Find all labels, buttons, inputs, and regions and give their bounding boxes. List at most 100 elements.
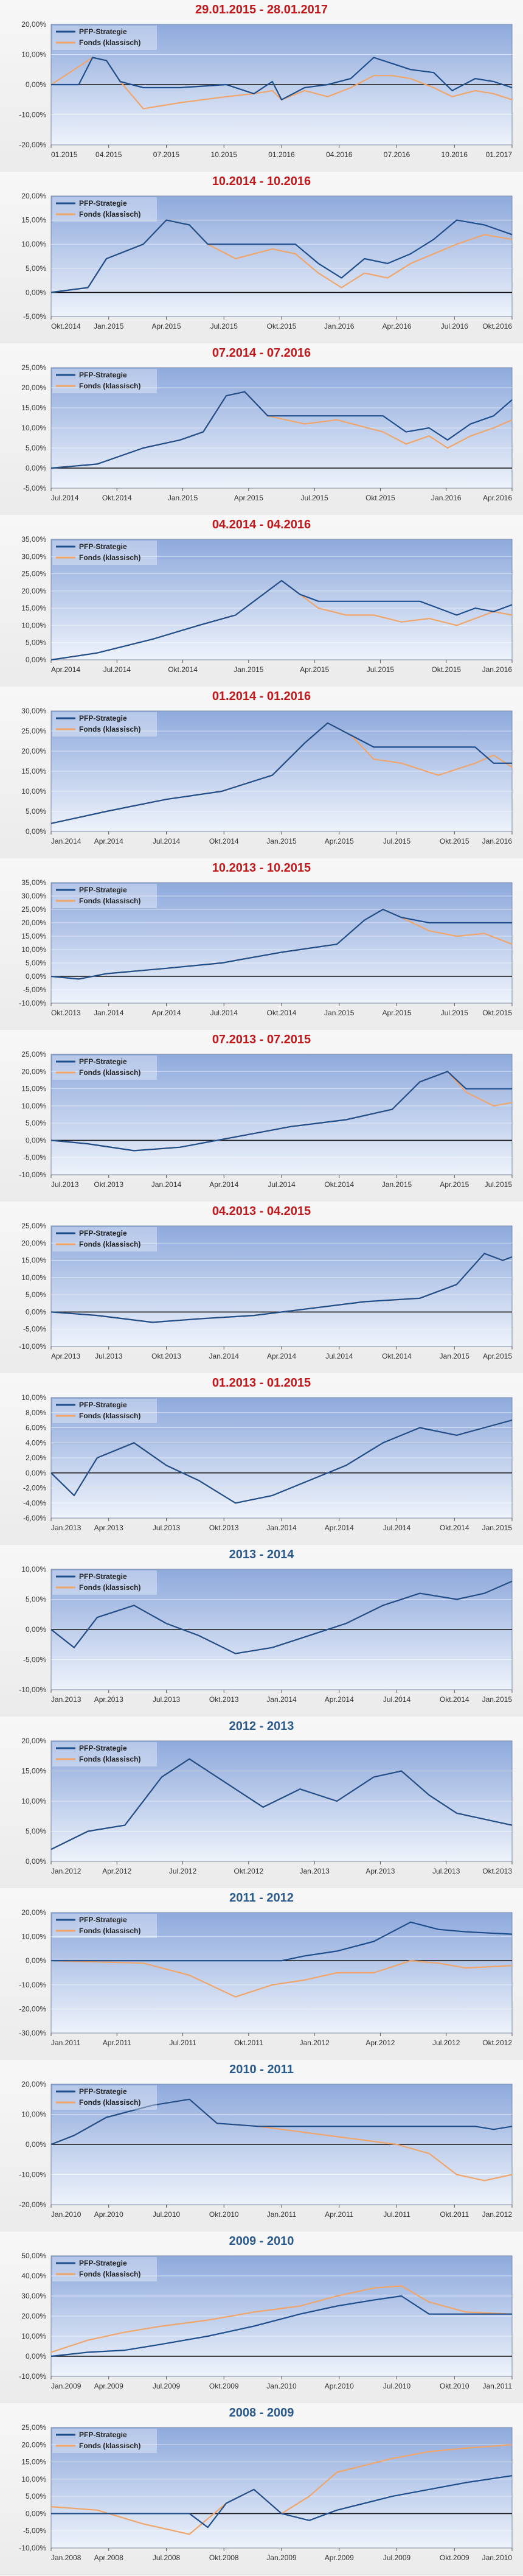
legend-label: PFP-Strategie [79, 1401, 127, 1409]
x-tick-label: Jan.2011 [51, 2039, 81, 2047]
y-tick-label: 0,00% [26, 288, 46, 296]
x-tick-label: Jul.2014 [325, 1352, 353, 1360]
y-tick-label: -5,00% [23, 1325, 46, 1334]
chart-title: 2011 - 2012 [229, 1891, 294, 1905]
y-tick-label: 20,00% [21, 192, 46, 200]
y-tick-label: 0,00% [26, 1956, 46, 1965]
legend: PFP-Strategie Fonds (klassisch) [52, 1055, 157, 1080]
chart-title: 2012 - 2013 [229, 1720, 294, 1733]
legend-box [52, 369, 157, 393]
legend-box [52, 884, 157, 908]
line-chart: -10,00% -5,00% 0,00% 5,00% 10,00% 15,00% 20,00… [19, 1222, 513, 1360]
y-tick-label: -10,00% [19, 999, 46, 1007]
y-tick-label: 25,00% [21, 2423, 46, 2432]
x-tick-label: Okt.2009 [440, 2553, 469, 2562]
x-tick-label: Jan.2016 [482, 837, 513, 845]
x-tick-label: Jul.2014 [153, 837, 181, 845]
legend-label: PFP-Strategie [79, 1572, 127, 1581]
y-tick-label: 25,00% [21, 570, 46, 578]
legend-label: Fonds (klassisch) [79, 1583, 140, 1592]
y-tick-label: 15,00% [21, 604, 46, 612]
x-tick-label: Jul.2008 [153, 2553, 181, 2562]
y-tick-label: -5,00% [23, 2527, 46, 2535]
x-tick-label: Apr.2010 [94, 2210, 123, 2219]
line-chart: 0,00% 5,00% 10,00% 15,00% 20,00% 25,00% 30,00%… [21, 535, 513, 674]
y-tick-label: 0,00% [26, 2509, 46, 2518]
y-tick-label: -10,00% [19, 1981, 46, 1989]
y-tick-label: 0,00% [26, 2352, 46, 2361]
series-line-pfp-strategie [50, 2295, 512, 2357]
chart-title: 04.2014 - 04.2016 [212, 518, 311, 531]
x-tick-label: Jul.2014 [210, 1009, 238, 1017]
x-tick-label: Jan.2010 [266, 2382, 297, 2390]
x-tick-label: Jul.2010 [153, 2210, 181, 2219]
x-tick-label: Jan.2015 [382, 1180, 412, 1189]
y-tick-label: 30,00% [21, 892, 46, 900]
chart-title: 07.2013 - 07.2015 [212, 1033, 311, 1046]
y-tick-label: 25,00% [21, 363, 46, 372]
y-tick-label: 0,00% [26, 464, 46, 472]
series-line-fonds-klassisch [50, 2285, 513, 2353]
y-tick-label: 30,00% [21, 2292, 46, 2300]
x-tick-label: Jan.2013 [299, 1867, 330, 1875]
x-tick-label: Jan.2015 [324, 1009, 355, 1017]
legend-label: Fonds (klassisch) [79, 897, 140, 905]
y-tick-label: 10,00% [21, 2475, 46, 2483]
legend-label: PFP-Strategie [79, 371, 127, 379]
x-tick-label: Apr.2014 [325, 1695, 354, 1704]
legend-label: PFP-Strategie [79, 1229, 127, 1237]
legend-label: Fonds (klassisch) [79, 1068, 140, 1077]
x-tick-label: Jan.2014 [151, 1180, 182, 1189]
legend: PFP-Strategie Fonds (klassisch) [52, 2429, 157, 2453]
legend-label: Fonds (klassisch) [79, 725, 140, 733]
x-tick-label: 01.2015 [51, 150, 78, 159]
series-line-pfp-strategie [51, 57, 513, 100]
x-tick-label: 04.2015 [95, 150, 122, 159]
x-tick-label: Okt.2014 [324, 1180, 354, 1189]
legend-box [52, 26, 157, 50]
x-tick-label: Okt.2014 [102, 494, 132, 502]
chart-panel: 01.2014 - 01.2016 0,00% 5,00% 10,00% 15,00% 2… [0, 687, 523, 859]
y-tick-label: 20,00% [21, 1737, 46, 1745]
legend-box [52, 2257, 157, 2281]
chart-panel: 2008 - 2009 -10,00% -5,00% 0,00% 5,00% 10,00%… [0, 2403, 523, 2575]
chart-panel: 29.01.2015 - 28.01.2017 -20,00% -10,00% 0,0… [0, 0, 523, 172]
x-tick-label: Apr.2009 [94, 2382, 123, 2390]
x-tick-label: Jul.2013 [153, 1695, 181, 1704]
x-tick-label: Okt.2015 [440, 837, 469, 845]
y-tick-label: 30,00% [21, 552, 46, 561]
series-line-pfp-strategie [50, 1758, 513, 1850]
x-tick-label: Okt.2013 [51, 1009, 81, 1017]
chart-title: 2008 - 2009 [229, 2406, 294, 2420]
x-tick-label: 01.2016 [268, 150, 295, 159]
y-tick-label: 20,00% [21, 1239, 46, 1247]
x-tick-label: Okt.2013 [94, 1180, 123, 1189]
legend: PFP-Strategie Fonds (klassisch) [52, 1914, 157, 1938]
x-tick-label: Jul.2011 [383, 2210, 410, 2219]
y-tick-label: 5,00% [26, 444, 46, 452]
x-tick-label: Okt.2014 [382, 1352, 412, 1360]
y-tick-label: 0,00% [26, 1136, 46, 1144]
x-tick-label: Jul.2012 [432, 2039, 460, 2047]
x-tick-label: Jul.2015 [383, 837, 411, 845]
x-tick-label: Okt.2013 [209, 1695, 239, 1704]
series-line-pfp-strategie [50, 1071, 512, 1152]
legend-label: PFP-Strategie [79, 1744, 127, 1752]
x-tick-label: Okt.2012 [234, 1867, 264, 1875]
legend-label: PFP-Strategie [79, 886, 127, 894]
line-chart: -20,00% -10,00% 0,00% 10,00% 20,00% 01.2015 04… [19, 20, 513, 159]
legend-box [52, 1055, 157, 1080]
y-tick-label: 5,00% [26, 1290, 46, 1299]
x-tick-label: Jul.2014 [383, 1695, 411, 1704]
plot-area [50, 1225, 513, 1347]
y-tick-label: 4,00% [26, 1438, 46, 1447]
chart-title: 07.2014 - 07.2016 [212, 346, 311, 360]
x-tick-label: Apr.2008 [94, 2553, 123, 2562]
x-tick-label: Apr.2013 [365, 1867, 395, 1875]
y-tick-label: 15,00% [21, 216, 46, 225]
y-tick-label: 10,00% [21, 1565, 46, 1573]
y-tick-label: 35,00% [21, 535, 46, 544]
legend-box [52, 197, 157, 222]
legend: PFP-Strategie Fonds (klassisch) [52, 541, 157, 565]
y-tick-label: 35,00% [21, 878, 46, 887]
